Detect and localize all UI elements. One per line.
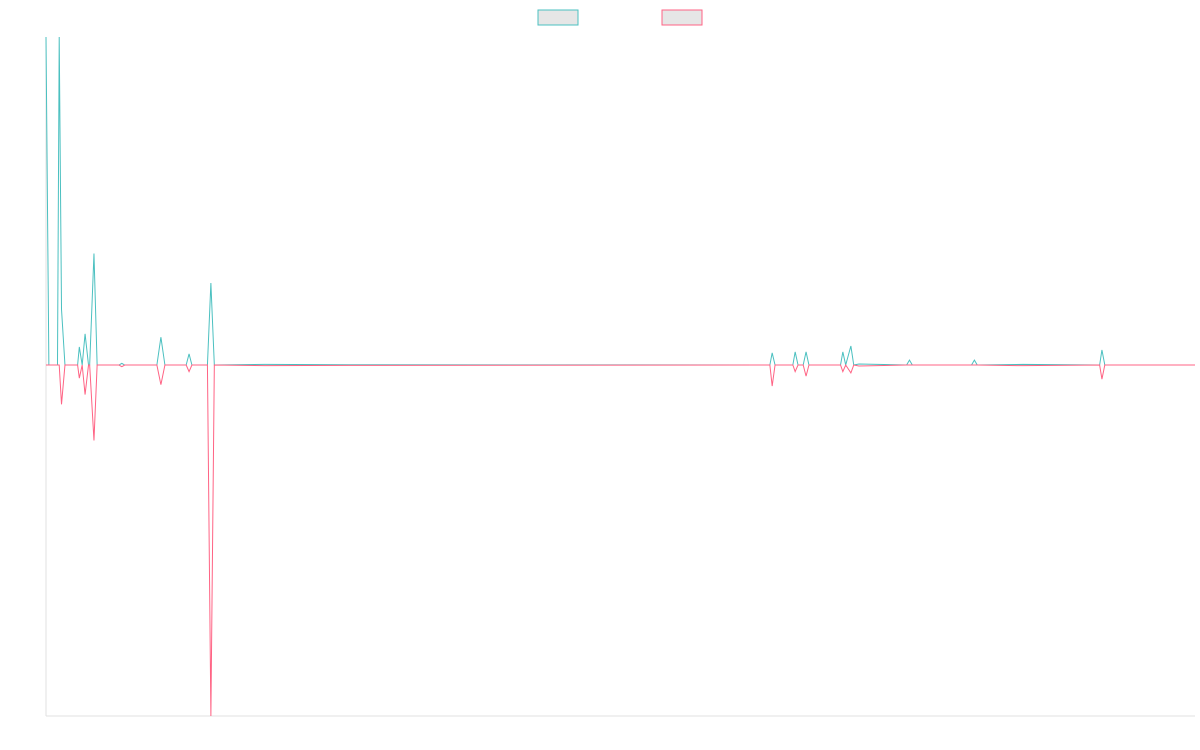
series-line — [45, 36, 1195, 366]
legend-swatch — [661, 9, 703, 26]
legend-swatch — [537, 9, 579, 26]
series-line — [46, 363, 1195, 717]
